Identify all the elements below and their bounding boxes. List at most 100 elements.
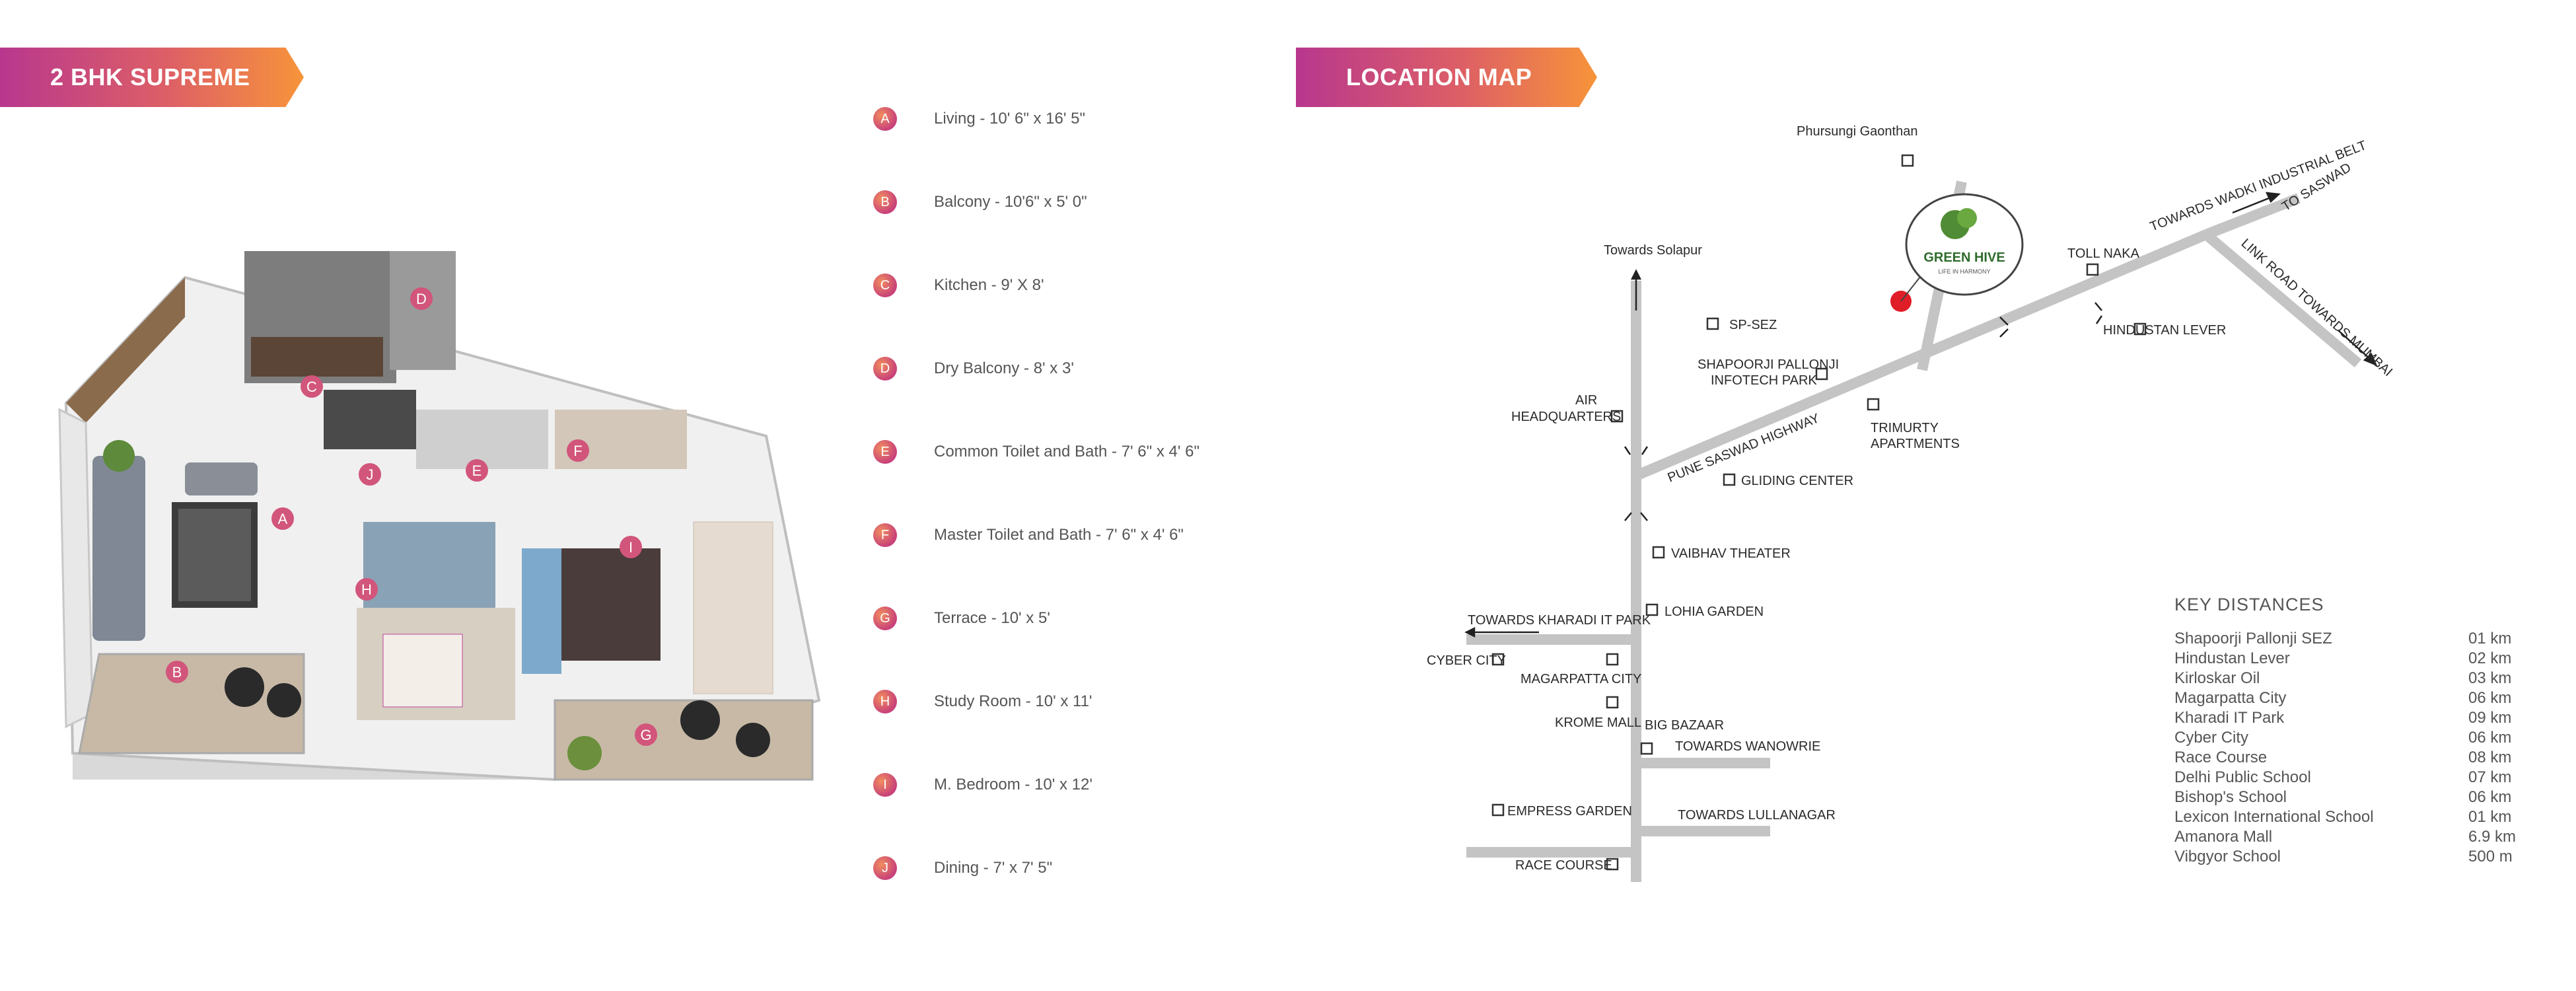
distance-row: Amanora Mall 6.9 km [2174,828,2531,848]
distance-place: Lexicon International School [2174,808,2374,826]
key-distances-title: KEY DISTANCES [2174,595,2324,614]
room-item-dry-balcony: D Dry Balcony - 8' x 3' [873,355,1074,382]
label-link-road: LINK ROAD TOWARDS MUMBAI [2238,236,2395,379]
svg-text:F: F [573,443,582,459]
room-letter-badge: H [873,690,897,714]
label-trimurty-1: TRIMURTY [1871,421,1939,435]
label-towards-solapur: Towards Solapur [1604,243,1702,258]
distance-place: Shapoorji Pallonji SEZ [2174,630,2332,647]
distance-row: Kharadi IT Park 09 km [2174,709,2531,729]
distance-value: 07 km [2468,768,2512,786]
distance-place: Hindustan Lever [2174,649,2290,667]
room-label: Dry Balcony - 8' x 3' [934,359,1074,377]
location-map-title-ribbon: LOCATION MAP [1296,48,1597,107]
room-letter-badge: C [873,274,897,297]
distance-place: Vibgyor School [2174,848,2281,865]
room-item-master-bedroom: I M. Bedroom - 10' x 12' [873,772,1092,798]
room-label: Balcony - 10'6" x 5' 0" [934,193,1087,211]
label-big-bazaar: BIG BAZAAR [1645,718,1724,733]
room-label: M. Bedroom - 10' x 12' [934,776,1092,793]
label-lohia-garden: LOHIA GARDEN [1664,605,1764,619]
distance-row: Race Course 08 km [2174,749,2531,768]
distance-value: 09 km [2468,709,2512,727]
distance-row: Lexicon International School 01 km [2174,808,2531,828]
svg-text:D: D [416,291,427,307]
distance-place: Magarpatta City [2174,689,2287,707]
label-trimurty-2: APARTMENTS [1871,437,1960,451]
label-towards-lullanagar: TOWARDS LULLANAGAR [1678,808,1836,823]
distance-value: 01 km [2468,808,2512,826]
room-item-common-toilet: E Common Toilet and Bath - 7' 6" x 4' 6" [873,439,1199,465]
room-letter-badge: F [873,523,897,547]
label-sp-sez: SP-SEZ [1729,318,1777,332]
distance-row: Delhi Public School 07 km [2174,768,2531,788]
label-shapoorji-2: INFOTECH PARK [1711,373,1817,388]
label-towards-wadki: TOWARDS WADKI INDUSTRIAL BELT [2148,138,2369,235]
room-item-terrace: G Terrace - 10' x 5' [873,605,1050,632]
distance-place: Cyber City [2174,729,2249,747]
room-letter-badge: G [873,606,897,630]
distance-value: 06 km [2468,689,2512,707]
room-item-kitchen: C Kitchen - 9' X 8' [873,272,1044,299]
location-map: GREEN HIVE LIFE IN HARMONY Phursungi Gao… [1427,124,2395,882]
distance-row: Kirloskar Oil 03 km [2174,669,2531,689]
distance-value: 500 m [2468,848,2513,865]
room-label: Kitchen - 9' X 8' [934,276,1044,294]
distance-row: Vibgyor School 500 m [2174,848,2531,867]
room-label: Living - 10' 6" x 16' 5" [934,110,1085,128]
key-distances: KEY DISTANCES Shapoorji Pallonji SEZ 01 k… [2174,595,2531,867]
label-cyber-city: CYBER CITY [1427,653,1506,668]
logo-tagline: LIFE IN HARMONY [1938,268,1990,275]
floorplan-title: 2 BHK SUPREME [50,63,250,91]
label-shapoorji-1: SHAPOORJI PALLONJI [1698,357,1839,372]
room-label: Study Room - 10' x 11' [934,692,1092,710]
distance-value: 06 km [2468,788,2512,806]
svg-text:C: C [306,379,317,395]
location-map-title: LOCATION MAP [1346,63,1532,91]
room-item-master-toilet: F Master Toilet and Bath - 7' 6" x 4' 6" [873,522,1184,548]
label-krome-mall: KROME MALL [1555,716,1641,730]
room-item-dining: J Dining - 7' x 7' 5" [873,855,1052,881]
distance-place: Delhi Public School [2174,768,2311,786]
room-letter-badge: E [873,440,897,464]
distance-place: Race Course [2174,749,2268,766]
room-label: Terrace - 10' x 5' [934,609,1050,627]
distance-value: 6.9 km [2468,828,2517,846]
room-label: Common Toilet and Bath - 7' 6" x 4' 6" [934,443,1199,460]
svg-text:I: I [629,539,633,556]
room-label: Master Toilet and Bath - 7' 6" x 4' 6" [934,526,1184,544]
distance-place: Amanora Mall [2174,828,2273,846]
room-item-balcony: B Balcony - 10'6" x 5' 0" [873,189,1087,215]
svg-text:G: G [640,727,651,743]
floorplan-title-ribbon: 2 BHK SUPREME [0,48,304,107]
svg-text:A: A [278,511,288,527]
distance-row: Shapoorji Pallonji SEZ 01 km [2174,630,2531,649]
distance-value: 03 km [2468,669,2512,687]
svg-text:B: B [172,664,182,680]
label-towards-wanowrie: TOWARDS WANOWRIE [1675,739,1820,754]
label-gliding-center: GLIDING CENTER [1741,474,1853,488]
distance-place: Bishop's School [2174,788,2287,806]
distance-row: Cyber City 06 km [2174,729,2531,749]
distance-place: Kharadi IT Park [2174,709,2285,727]
room-letter-badge: A [873,107,897,131]
label-magarpatta: MAGARPATTA CITY [1521,672,1641,686]
room-label: Dining - 7' x 7' 5" [934,859,1053,877]
svg-text:E: E [472,462,482,479]
room-item-study-room: H Study Room - 10' x 11' [873,688,1092,715]
label-empress-garden: EMPRESS GARDEN [1507,804,1632,819]
distance-place: Kirloskar Oil [2174,669,2260,687]
label-air-2: HEADQUARTERS [1511,410,1621,424]
room-item-living: A Living - 10' 6" x 16' 5" [873,106,1085,132]
room-letter-badge: D [873,357,897,381]
distance-value: 01 km [2468,630,2512,647]
distance-row: Magarpatta City 06 km [2174,689,2531,709]
distance-value: 06 km [2468,729,2512,747]
logo-name: GREEN HIVE [1923,250,2005,265]
floor-plan-illustration: A B C D E F G H I J [58,251,821,782]
distance-value: 02 km [2468,649,2512,667]
label-hindustan-lever: HINDUSTAN LEVER [2103,323,2226,338]
distance-row: Hindustan Lever 02 km [2174,649,2531,669]
distance-row: Bishop's School 06 km [2174,788,2531,808]
svg-text:J: J [367,466,374,483]
